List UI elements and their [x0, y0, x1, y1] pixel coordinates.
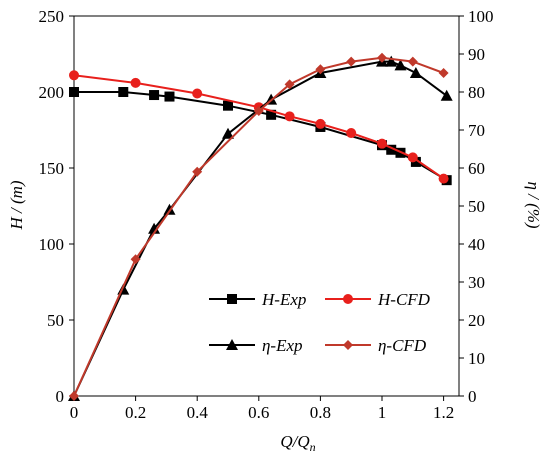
- y-left-tick-label: 150: [39, 159, 65, 178]
- data-point: [315, 118, 326, 129]
- data-point: [148, 222, 161, 234]
- x-axis-label-subscript: n: [310, 440, 316, 454]
- y-right-tick-label: 70: [468, 121, 485, 140]
- x-axis-label: Q/Qn: [280, 432, 315, 454]
- y-axis-right-label: η / (%): [524, 181, 543, 228]
- data-point: [130, 254, 141, 265]
- x-tick-label: 1.2: [433, 403, 454, 422]
- legend-label: H-Exp: [261, 290, 306, 309]
- data-point: [377, 138, 387, 149]
- data-point: [253, 106, 264, 116]
- legend-item: η-CFD: [325, 336, 427, 355]
- data-point: [69, 87, 79, 97]
- y-left-tick-label: 250: [39, 7, 65, 26]
- x-tick-label: 0.4: [187, 403, 209, 422]
- data-point: [410, 156, 421, 167]
- tick-labels: 0 0.2 0.4 0.6 0.8 1 1.2 0 50 100 150 200 250 0 10 20 30 4…: [39, 7, 494, 422]
- y-right-tick-label: 0: [468, 387, 477, 406]
- data-point: [377, 52, 387, 63]
- y-axis-left-label: H / (m): [7, 180, 26, 230]
- y-right-tick-label: 40: [468, 235, 485, 254]
- data-point: [385, 55, 398, 67]
- data-point: [438, 173, 449, 184]
- data-point: [284, 111, 295, 122]
- x-axis-label-main: Q/Q: [280, 432, 309, 451]
- legend-marker: [343, 340, 353, 350]
- data-point: [69, 391, 79, 401]
- x-tick-label: 0: [70, 403, 79, 422]
- data-point: [346, 56, 357, 67]
- data-point: [130, 77, 141, 88]
- data-point: [438, 68, 449, 78]
- axes: [69, 15, 464, 401]
- y-right-tick-label: 60: [468, 159, 485, 178]
- x-tick-label: 0.8: [310, 403, 331, 422]
- data-point: [164, 91, 175, 102]
- series-line: [73, 56, 444, 397]
- series-group: [68, 52, 453, 401]
- legend-marker: [226, 339, 238, 350]
- y-right-tick-label: 20: [468, 311, 485, 330]
- y-right-tick-label: 30: [468, 273, 485, 292]
- data-point: [69, 70, 79, 81]
- series-line: [73, 74, 445, 180]
- legend-label: η-Exp: [262, 336, 303, 355]
- y-left-tick-label: 50: [47, 311, 64, 330]
- data-point: [284, 79, 295, 90]
- y-right-tick-label: 100: [468, 7, 494, 26]
- y-left-tick-label: 100: [39, 235, 65, 254]
- legend-item: H-CFD: [325, 290, 431, 309]
- y-right-tick-label: 90: [468, 45, 485, 64]
- data-point: [223, 100, 233, 111]
- legend-marker: [343, 294, 353, 304]
- legend-label: η-CFD: [378, 336, 427, 355]
- x-tick-label: 0.6: [248, 403, 269, 422]
- data-point: [407, 152, 418, 163]
- legend: H-Exp H-CFD η-Exp η-CFD: [209, 290, 431, 355]
- y-left-tick-label: 200: [39, 83, 65, 102]
- series-1: [69, 70, 449, 184]
- series-0: [69, 87, 452, 186]
- data-point: [192, 88, 203, 99]
- data-point: [409, 67, 422, 78]
- x-tick-label: 0.2: [125, 403, 146, 422]
- data-point: [394, 59, 407, 71]
- data-point: [440, 89, 453, 101]
- legend-label: H-CFD: [377, 290, 431, 309]
- data-point: [163, 203, 176, 215]
- x-tick-label: 1: [378, 403, 387, 422]
- data-point: [192, 166, 203, 177]
- legend-item: η-Exp: [209, 336, 303, 355]
- data-point: [118, 87, 129, 97]
- data-point: [346, 128, 357, 139]
- y-left-tick-label: 0: [56, 387, 65, 406]
- y-right-tick-label: 80: [468, 83, 485, 102]
- data-point: [222, 127, 234, 139]
- series-3: [69, 52, 449, 401]
- data-point: [386, 144, 397, 155]
- data-point: [407, 56, 418, 67]
- data-point: [149, 90, 160, 101]
- legend-marker: [227, 294, 237, 304]
- data-point: [315, 64, 326, 75]
- y-right-tick-label: 50: [468, 197, 485, 216]
- legend-item: H-Exp: [209, 290, 306, 309]
- data-point: [266, 109, 277, 120]
- y-right-tick-label: 10: [468, 349, 485, 368]
